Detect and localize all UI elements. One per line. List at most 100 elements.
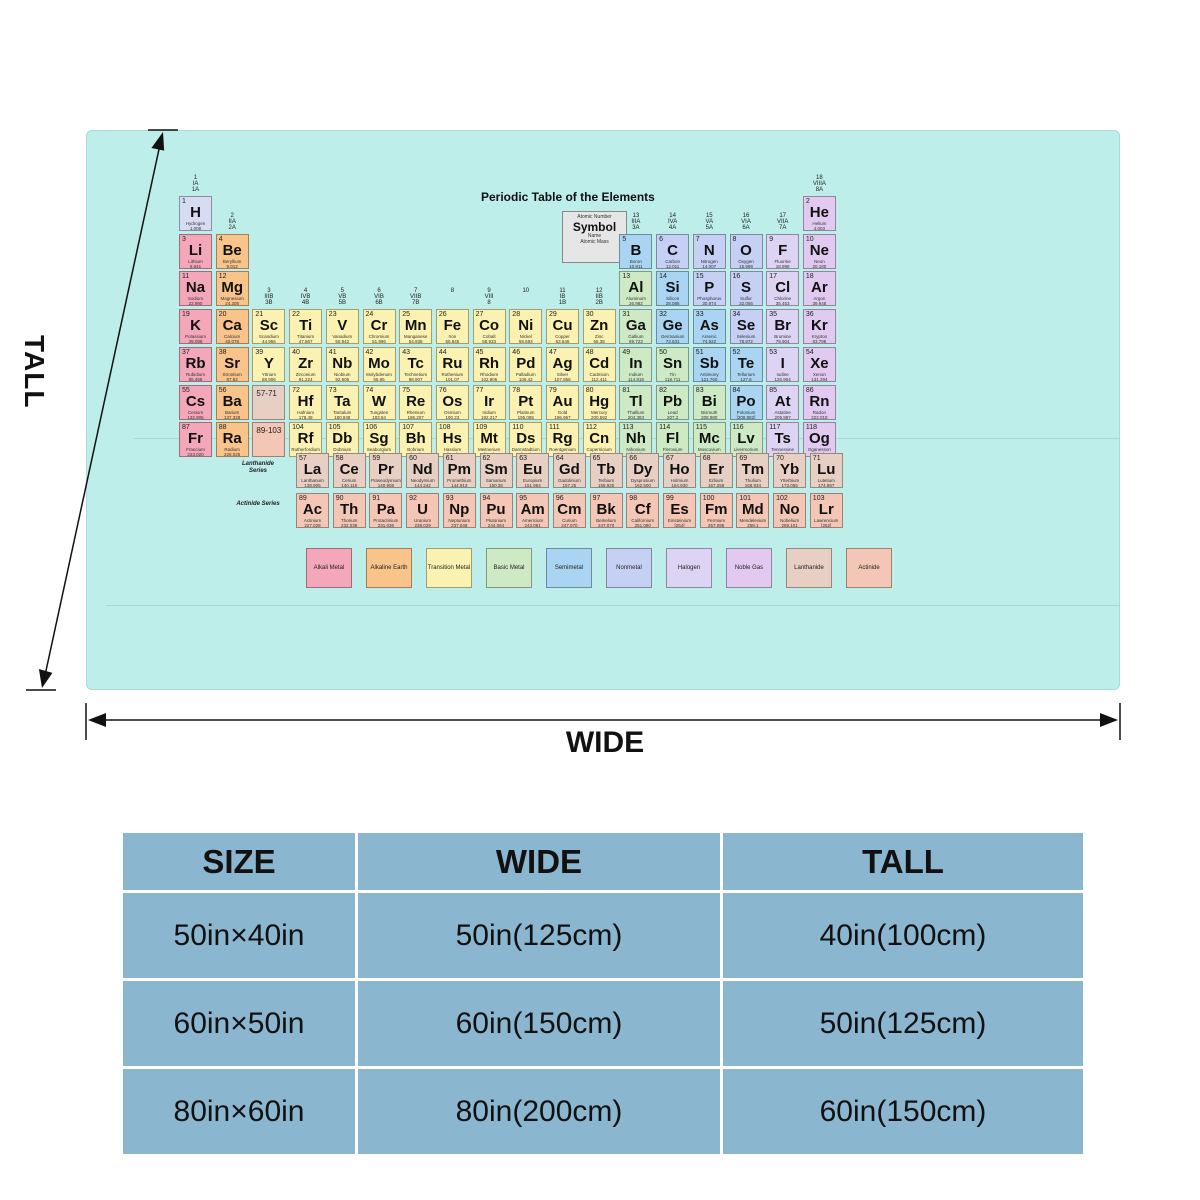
element-name: Carbon bbox=[665, 258, 680, 264]
atomic-number: 46 bbox=[512, 348, 521, 356]
element-name: Praseodymium bbox=[370, 478, 401, 483]
element-name: Lutetium bbox=[817, 478, 835, 483]
element-name: Actinium bbox=[303, 518, 322, 523]
element-symbol: Ir bbox=[484, 392, 495, 410]
group-alt: 3A bbox=[632, 224, 640, 231]
atomic-number: 67 bbox=[666, 455, 674, 462]
element-tm: 69 Tm Thulium 168.934 bbox=[736, 453, 770, 488]
atomic-mass: 168.934 bbox=[744, 483, 762, 488]
atomic-number: 10 bbox=[805, 235, 814, 243]
element-name: Silver bbox=[556, 371, 569, 377]
atomic-mass: 173.055 bbox=[781, 483, 798, 488]
element-ru: 44 Ru Ruthenium 101.07 bbox=[435, 346, 469, 382]
element-symbol: Ca bbox=[222, 317, 242, 335]
atomic-number: 107 bbox=[402, 424, 414, 432]
element-name: Technetium bbox=[404, 371, 428, 377]
element-name: Antimony bbox=[699, 371, 719, 377]
atomic-mass: 35.453 bbox=[775, 301, 790, 307]
atomic-number: 118 bbox=[805, 424, 818, 432]
group-alt: 5A bbox=[705, 224, 713, 231]
element-name: Promethium bbox=[447, 478, 472, 483]
element-symbol: Md bbox=[742, 501, 764, 518]
atomic-mass: 183.84 bbox=[372, 414, 386, 420]
element-name: Gallium bbox=[628, 334, 644, 340]
element-zr: 40 Zr Zirconium 91.224 bbox=[289, 346, 323, 382]
atomic-number: 58 bbox=[335, 455, 344, 462]
element-name: Aluminum bbox=[625, 296, 646, 302]
element-symbol: Cl bbox=[775, 279, 791, 297]
element-symbol: Fm bbox=[704, 501, 728, 518]
group-alt: 2A bbox=[228, 224, 236, 231]
element-name: Gadolinium bbox=[558, 478, 581, 483]
group-header: 9 VIII 8 bbox=[473, 288, 506, 306]
atomic-number: 19 bbox=[182, 311, 190, 319]
atomic-number: 89 bbox=[299, 495, 307, 502]
element-rh: 45 Rh Rhodium 102.906 bbox=[472, 346, 506, 382]
element-symbol: Sg bbox=[369, 430, 389, 448]
element-symbol: Sb bbox=[699, 354, 719, 372]
atomic-mass: 180.948 bbox=[334, 414, 351, 420]
element-symbol: Fl bbox=[665, 430, 680, 448]
element-name: Thallium bbox=[627, 409, 645, 415]
atomic-mass: 91.224 bbox=[298, 376, 313, 382]
element-name: Ruthenium bbox=[441, 371, 464, 377]
element-sn: 50 Sn Tin 118.711 bbox=[656, 346, 690, 382]
element-name: Radium bbox=[224, 447, 240, 453]
element-symbol: Ba bbox=[222, 392, 242, 410]
atomic-number: 65 bbox=[592, 455, 601, 462]
element-name: Thulium bbox=[744, 478, 761, 483]
group-header: 3 IIIB 3B bbox=[252, 288, 285, 306]
element-symbol: Lv bbox=[737, 430, 755, 448]
group-alt: 6A bbox=[742, 224, 750, 231]
atomic-mass: 58.693 bbox=[518, 339, 533, 345]
atomic-number: 80 bbox=[585, 386, 594, 394]
atomic-mass: 72.631 bbox=[665, 339, 680, 345]
group-header: 8 bbox=[436, 288, 469, 294]
element-name: Fluorine bbox=[774, 258, 791, 264]
group-name: VIII bbox=[484, 294, 494, 301]
element-name: Neptunium bbox=[448, 518, 471, 523]
element-si: 14 Si Silicon 28.086 bbox=[656, 271, 690, 307]
element-br: 35 Br Bromine 79.904 bbox=[766, 309, 800, 345]
element-name: Molybdenum bbox=[366, 371, 392, 377]
group-num: 4 bbox=[303, 288, 308, 295]
atomic-mass: 65.38 bbox=[593, 339, 605, 345]
group-num: 1 bbox=[193, 175, 198, 181]
element-name: Nickel bbox=[519, 334, 532, 340]
header-tall: TALL bbox=[723, 833, 1083, 890]
element-symbol: O bbox=[740, 241, 752, 259]
element-am: 95 Am Americium 243.061 bbox=[516, 493, 550, 528]
group-alt: 4A bbox=[668, 224, 677, 231]
atomic-number: 8 bbox=[732, 235, 737, 243]
element-symbol: Mt bbox=[480, 430, 498, 448]
atomic-number: 26 bbox=[438, 311, 447, 319]
atomic-number: 37 bbox=[182, 348, 190, 356]
atomic-mass: 39.098 bbox=[188, 339, 203, 345]
element-symbol: Rn bbox=[809, 392, 830, 410]
element-name: Yttrium bbox=[261, 371, 277, 377]
element-tb: 65 Tb Terbium 158.925 bbox=[589, 453, 623, 488]
element-symbol: Mc bbox=[698, 430, 720, 448]
group-name: VIA bbox=[741, 218, 751, 225]
atomic-number: 41 bbox=[328, 348, 337, 356]
atomic-mass: 47.867 bbox=[298, 339, 313, 345]
element-symbol: Th bbox=[340, 501, 359, 518]
atomic-mass: 204.383 bbox=[627, 414, 645, 420]
element-name: Lead bbox=[667, 409, 678, 415]
element-na: 11 Na Sodium 22.990 bbox=[179, 271, 212, 307]
table-row: 60in×50in 60in(150cm) 50in(125cm) bbox=[123, 981, 1083, 1066]
atomic-mass: 10.811 bbox=[629, 263, 643, 269]
element-symbol: Cd bbox=[589, 354, 610, 372]
atomic-number: 92 bbox=[409, 495, 417, 502]
element-name: Arsenic bbox=[701, 334, 717, 340]
atomic-mass: 258.1 bbox=[747, 523, 759, 528]
atomic-number: 5 bbox=[622, 235, 627, 243]
element-symbol: Mn bbox=[404, 317, 427, 335]
atomic-mass: [262] bbox=[821, 523, 832, 528]
atomic-mass: 162.500 bbox=[634, 483, 651, 488]
element-name: Radon bbox=[812, 409, 827, 415]
atomic-mass: 132.905 bbox=[187, 414, 204, 420]
element-name: Protactinium bbox=[373, 518, 399, 523]
element-symbol: Cu bbox=[552, 317, 573, 335]
element-symbol: Ce bbox=[339, 461, 359, 478]
